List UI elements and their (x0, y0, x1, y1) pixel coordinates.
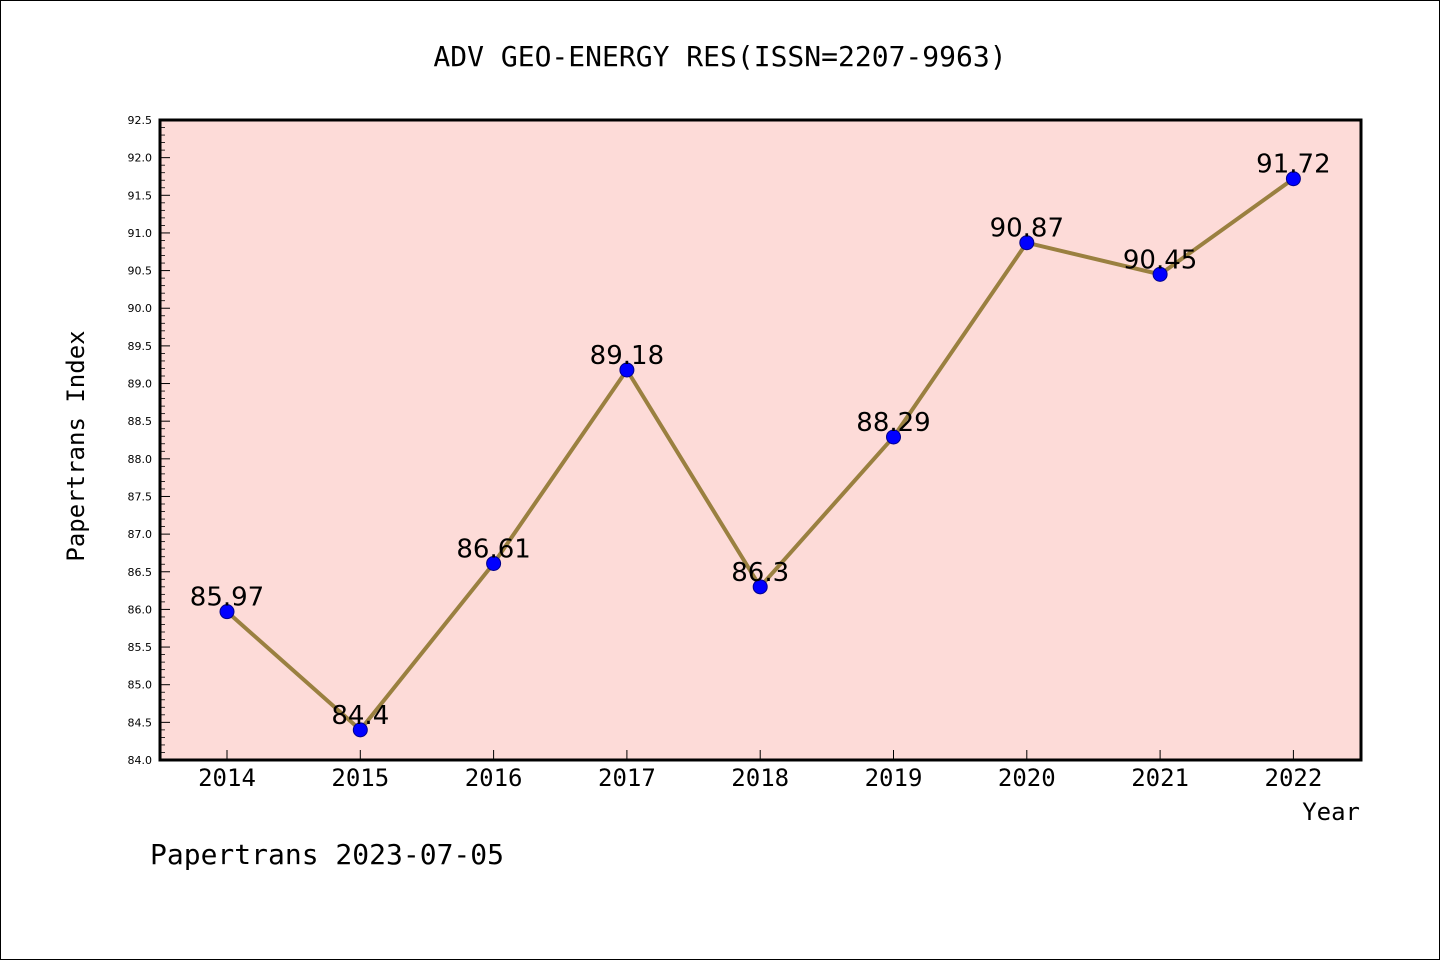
y-tick-label: 84.5 (128, 716, 153, 729)
y-axis-label: Papertrans Index (62, 330, 90, 561)
x-tick-label: 2021 (1131, 764, 1189, 792)
data-label: 90.87 (990, 214, 1064, 244)
data-point (352, 722, 368, 738)
data-label: 90.45 (1123, 245, 1197, 275)
x-tick-label: 2020 (998, 764, 1056, 792)
footer-stamp: Papertrans 2023-07-05 (150, 838, 504, 871)
y-tick-label: 89.5 (128, 340, 153, 353)
x-tick-label: 2015 (331, 764, 389, 792)
y-axis: 84.0 84.5 85.0 85.5 86.0 86.5 87.0 87.5 88.0 88.5… (128, 114, 170, 767)
y-tick-label: 92.0 (128, 152, 153, 165)
data-point (752, 579, 768, 595)
y-tick-label: 88.5 (128, 415, 153, 428)
y-tick-label: 84.0 (128, 754, 153, 767)
plot-area (160, 120, 1361, 760)
data-label: 88.29 (856, 408, 930, 438)
x-tick-label: 2018 (731, 764, 789, 792)
y-tick-label: 85.0 (128, 679, 153, 692)
chart-title: ADV GEO-ENERGY RES(ISSN=2207-9963) (433, 40, 1006, 73)
x-tick-label: 2022 (1265, 764, 1323, 792)
x-tick-label: 2017 (598, 764, 656, 792)
y-tick-label: 91.5 (128, 189, 153, 202)
series-line-group (219, 171, 1301, 738)
data-point (619, 362, 635, 378)
y-tick-label: 90.0 (128, 302, 153, 315)
data-label: 91.72 (1256, 150, 1330, 180)
data-label-group: 85.97 84.4 86.61 89.18 86.3 88.29 90.87 90.45 91… (190, 150, 1331, 731)
y-tick-label: 90.5 (128, 265, 153, 278)
x-tick-label: 2016 (465, 764, 523, 792)
y-tick-label: 85.5 (128, 641, 153, 654)
x-axis-label: Year (1302, 798, 1360, 826)
y-tick-label: 91.0 (128, 227, 153, 240)
plot-border (158, 118, 1363, 762)
data-point (1152, 266, 1168, 282)
y-tick-label: 86.5 (128, 566, 153, 579)
y-tick-label: 87.0 (128, 528, 153, 541)
y-tick-label: 88.0 (128, 453, 153, 466)
x-tick-label: 2014 (198, 764, 256, 792)
y-tick-label: 87.5 (128, 490, 153, 503)
data-point (219, 604, 235, 620)
y-tick-label: 92.5 (128, 114, 153, 127)
data-point (1285, 171, 1301, 187)
data-point (1019, 235, 1035, 251)
data-label: 86.61 (456, 534, 530, 564)
data-point (486, 555, 502, 571)
data-point (886, 429, 901, 445)
data-label: 86.3 (731, 558, 789, 588)
data-label: 84.4 (331, 701, 389, 731)
data-label: 85.97 (190, 583, 264, 613)
data-label: 89.18 (590, 341, 664, 371)
x-axis: 2014 2015 2016 2017 2018 2019 2020 2021 2022 (198, 750, 1322, 792)
x-tick-label: 2019 (865, 764, 923, 792)
y-tick-label: 89.0 (128, 378, 153, 391)
y-tick-label: 86.0 (128, 603, 153, 616)
